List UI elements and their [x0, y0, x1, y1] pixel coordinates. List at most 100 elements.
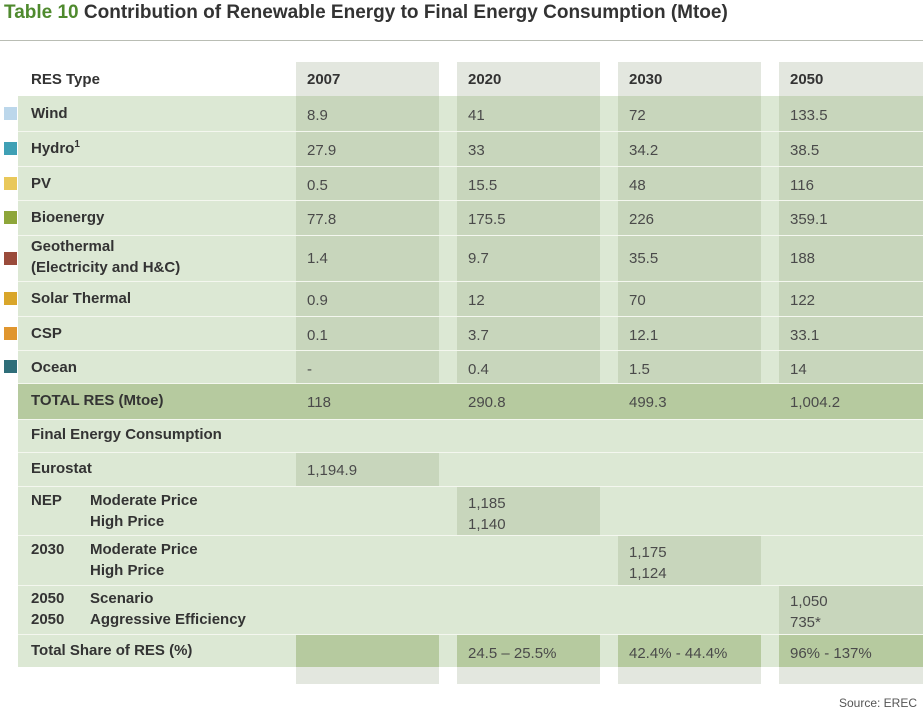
row-divider — [18, 634, 923, 635]
value-cell — [296, 166, 439, 200]
value-text: 35.5 — [629, 250, 659, 267]
value-text: 133.5 — [790, 107, 828, 124]
legend-swatch — [4, 211, 17, 224]
nep-high-label: High Price — [90, 513, 165, 530]
legend-swatch — [4, 176, 17, 190]
row-label: Wind — [31, 105, 68, 122]
value-cell — [618, 131, 761, 166]
value-cell — [457, 281, 600, 316]
value-cell — [457, 350, 600, 383]
header-cell-2020 — [457, 62, 600, 96]
row-divider — [18, 452, 923, 453]
share-value-cell — [779, 634, 923, 667]
value-cell — [779, 166, 923, 200]
y2030-high-value: 1,124 — [629, 565, 667, 582]
legend-swatch — [4, 107, 17, 120]
row-divider — [18, 281, 923, 282]
value-text: 0.4 — [468, 361, 489, 378]
row-divider — [18, 316, 923, 317]
header-year-2050: 2050 — [790, 71, 824, 88]
value-cell — [296, 316, 439, 350]
y2050-scenario-value: 1,050 — [790, 593, 828, 610]
column-foot — [618, 667, 761, 684]
value-cell — [457, 96, 600, 131]
title-rule — [0, 40, 923, 41]
header-cell-2030 — [618, 62, 761, 96]
row-divider — [18, 419, 923, 420]
value-cell — [779, 316, 923, 350]
value-text: 12 — [468, 292, 485, 309]
nep-moderate-value: 1,185 — [468, 495, 506, 512]
value-text: 12.1 — [629, 327, 659, 344]
value-cell — [296, 96, 439, 131]
value-text: 0.9 — [307, 292, 328, 309]
value-text: 0.1 — [307, 327, 328, 344]
nep-label: NEP — [31, 492, 62, 509]
value-text: 33 — [468, 142, 485, 159]
value-text: 41 — [468, 107, 485, 124]
row-divider — [18, 350, 923, 351]
y2030-high-label: High Price — [90, 562, 165, 579]
value-text: 226 — [629, 211, 655, 228]
share-value: 96% - 137% — [790, 645, 872, 662]
total-row-band — [18, 383, 923, 419]
value-cell — [618, 96, 761, 131]
value-text: 359.1 — [790, 211, 828, 228]
value-cell — [457, 131, 600, 166]
value-text: 1.5 — [629, 361, 650, 378]
value-text: 0.5 — [307, 177, 328, 194]
value-cell — [457, 316, 600, 350]
y2050-efficiency-value: 735* — [790, 614, 821, 631]
value-cell — [618, 281, 761, 316]
column-foot — [296, 667, 439, 684]
table-title-text: Contribution of Renewable Energy to Fina… — [83, 2, 728, 23]
header-cell-2050 — [779, 62, 923, 96]
total-value: 499.3 — [629, 394, 667, 411]
value-cell — [779, 350, 923, 383]
legend-swatch — [4, 360, 17, 373]
value-cell — [618, 166, 761, 200]
row-divider — [18, 131, 923, 132]
y2030-value-cell — [618, 535, 761, 585]
value-cell — [296, 131, 439, 166]
value-text: 14 — [790, 361, 807, 378]
value-text: 72 — [629, 107, 646, 124]
row-label: Solar Thermal — [31, 290, 132, 307]
y2030-moderate-label: Moderate Price — [90, 541, 198, 558]
value-cell — [779, 131, 923, 166]
legend-swatch — [4, 251, 17, 265]
y2050-value-cell — [779, 585, 923, 634]
row-label: Bioenergy — [31, 209, 105, 226]
total-value: 290.8 — [468, 394, 506, 411]
value-text: 48 — [629, 177, 646, 194]
value-cell — [296, 200, 439, 235]
value-text: 70 — [629, 292, 646, 309]
row-label: Geothermal — [31, 238, 115, 255]
row-divider — [18, 383, 923, 384]
y2050-scenario-label: Scenario — [90, 590, 154, 607]
row-divider — [18, 200, 923, 201]
value-text: 3.7 — [468, 327, 489, 344]
value-cell — [618, 350, 761, 383]
value-text: 8.9 — [307, 107, 328, 124]
share-value-cell — [457, 634, 600, 667]
header-year-2007: 2007 — [307, 71, 341, 88]
share-value-cell — [296, 634, 439, 667]
value-text: 38.5 — [790, 142, 820, 159]
header-res-type: RES Type — [31, 71, 100, 88]
value-cell — [779, 235, 923, 281]
y2050-label: 2050 — [31, 590, 65, 607]
value-text: 122 — [790, 292, 816, 309]
y2050-label-2: 2050 — [31, 611, 65, 628]
header-year-2020: 2020 — [468, 71, 502, 88]
row-label: Ocean — [31, 359, 77, 376]
share-label: Total Share of RES (%) — [31, 642, 193, 659]
value-cell — [779, 200, 923, 235]
header-cell-2007 — [296, 62, 439, 96]
value-cell — [779, 281, 923, 316]
value-cell — [296, 350, 439, 383]
source-note: Source: EREC — [838, 696, 917, 710]
column-foot — [457, 667, 600, 684]
row-label: PV — [31, 175, 52, 192]
value-cell — [296, 235, 439, 281]
